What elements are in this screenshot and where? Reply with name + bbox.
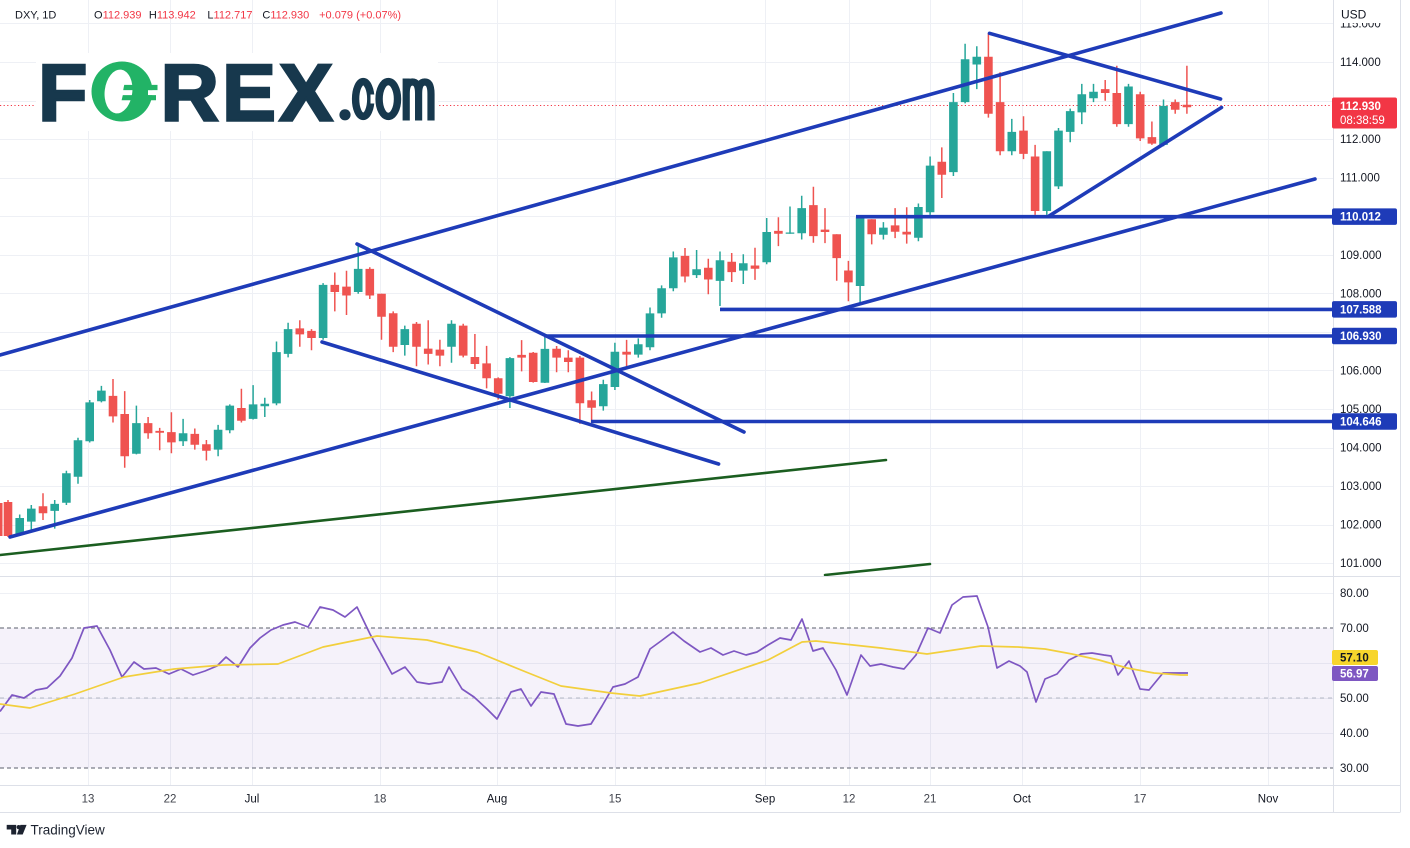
- svg-text:Jul: Jul: [245, 794, 260, 806]
- svg-text:112.000: 112.000: [1340, 134, 1381, 146]
- svg-text:15: 15: [609, 794, 622, 806]
- svg-text:Sep: Sep: [755, 794, 775, 806]
- svg-text:111.000: 111.000: [1340, 173, 1380, 185]
- svg-text:114.000: 114.000: [1340, 57, 1381, 69]
- svg-text:18: 18: [374, 794, 387, 806]
- svg-text:70.00: 70.00: [1340, 623, 1369, 635]
- svg-text:13: 13: [82, 794, 95, 806]
- svg-text:Nov: Nov: [1258, 794, 1279, 806]
- svg-text:REX: REX: [161, 49, 337, 139]
- svg-text:112.930: 112.930: [1340, 101, 1381, 113]
- svg-text:106.000: 106.000: [1340, 365, 1382, 377]
- svg-text:40.00: 40.00: [1340, 728, 1369, 740]
- svg-text:101.000: 101.000: [1340, 558, 1382, 570]
- svg-text:08:38:59: 08:38:59: [1340, 115, 1385, 127]
- svg-text:30.00: 30.00: [1340, 763, 1369, 775]
- svg-text:DXY, 1D: DXY, 1D: [15, 10, 56, 22]
- svg-text:USD: USD: [1341, 8, 1367, 22]
- svg-text:50.00: 50.00: [1340, 693, 1369, 705]
- svg-text:22: 22: [164, 794, 177, 806]
- svg-text:80.00: 80.00: [1340, 588, 1369, 600]
- svg-text:105.000: 105.000: [1340, 404, 1382, 416]
- svg-text:57.10: 57.10: [1340, 653, 1369, 665]
- svg-text:104.646: 104.646: [1340, 417, 1382, 429]
- svg-text:106.930: 106.930: [1340, 331, 1382, 343]
- svg-text:109.000: 109.000: [1340, 250, 1382, 262]
- svg-text:F: F: [38, 49, 87, 139]
- svg-text:102.000: 102.000: [1340, 520, 1382, 532]
- svg-text:Aug: Aug: [487, 794, 507, 806]
- svg-text:17: 17: [1134, 794, 1147, 806]
- svg-text:56.97: 56.97: [1340, 669, 1369, 681]
- svg-text:108.000: 108.000: [1340, 288, 1382, 300]
- svg-text:TradingView: TradingView: [31, 823, 106, 838]
- svg-text:21: 21: [924, 794, 937, 806]
- svg-text:12: 12: [843, 794, 856, 806]
- svg-text:103.000: 103.000: [1340, 481, 1382, 493]
- svg-text:Oct: Oct: [1013, 794, 1032, 806]
- svg-text:110.012: 110.012: [1340, 212, 1381, 224]
- svg-text:107.588: 107.588: [1340, 304, 1382, 316]
- svg-text:104.000: 104.000: [1340, 443, 1382, 455]
